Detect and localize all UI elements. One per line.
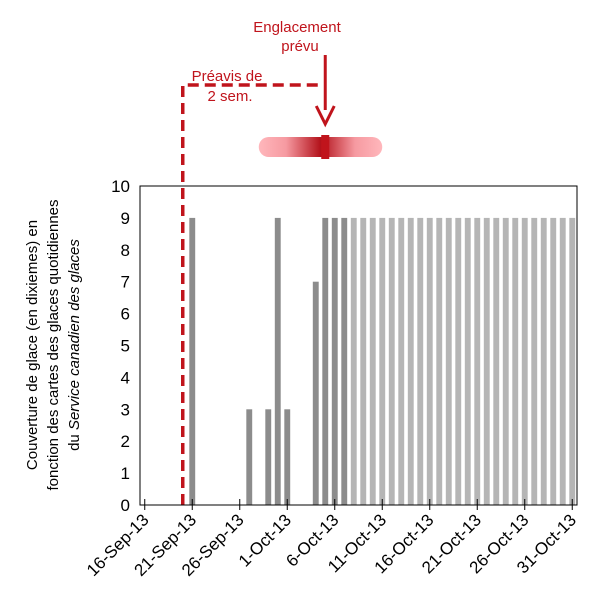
bar — [265, 409, 272, 505]
y-tick-label: 0 — [121, 496, 130, 515]
bar — [417, 217, 424, 505]
bar — [455, 217, 462, 505]
bar — [569, 217, 576, 505]
y-tick-label: 3 — [121, 400, 130, 419]
bar — [341, 217, 348, 505]
y-axis-label-line2: fonction des cartes des glaces quotidien… — [45, 199, 62, 490]
y-tick-label: 9 — [121, 209, 130, 228]
bar — [379, 217, 386, 505]
y-tick-label: 1 — [121, 464, 130, 483]
notice-line — [181, 83, 320, 505]
y-tick-label: 5 — [121, 337, 130, 356]
freeze-uncertainty-band — [258, 137, 383, 157]
annotations — [258, 55, 383, 159]
bars — [189, 217, 576, 505]
bar — [360, 217, 367, 505]
y-tick-label: 7 — [121, 273, 130, 292]
freeze-date-marker — [321, 135, 330, 159]
bar — [246, 409, 253, 505]
bar — [331, 217, 338, 505]
notice-label-line2: 2 sem. — [207, 88, 252, 105]
y-axis-label-line1: Couverture de glace (en dixiemes) en — [24, 220, 41, 470]
notice-dashed-line — [181, 83, 320, 505]
y-tick-label: 2 — [121, 432, 130, 451]
y-tick-label: 8 — [121, 241, 130, 260]
bar — [398, 217, 405, 505]
bar — [426, 217, 433, 505]
bar — [474, 217, 481, 505]
y-tick-label: 4 — [121, 368, 130, 387]
bar — [436, 217, 443, 505]
bar — [369, 217, 376, 505]
y-axis-label-line3-prefix: du — [66, 430, 83, 451]
bar — [312, 281, 319, 505]
y-axis-label-line3-italic: Service canadien des glaces — [66, 239, 83, 430]
bar — [407, 217, 414, 505]
bar — [483, 217, 490, 505]
bar — [284, 409, 291, 505]
bar — [445, 217, 452, 505]
bar — [521, 217, 528, 505]
bar — [189, 217, 196, 505]
y-tick-label: 10 — [111, 177, 130, 196]
bar — [531, 217, 538, 505]
bar — [512, 217, 519, 505]
bar — [550, 217, 557, 505]
bar — [502, 217, 509, 505]
plot-frame — [139, 185, 578, 506]
y-tick-label: 6 — [121, 305, 130, 324]
freeze-label-line1: Englacement — [253, 19, 341, 36]
y-axis-label-line3: du Service canadien des glaces — [66, 239, 83, 451]
bar — [322, 217, 329, 505]
bar — [464, 217, 471, 505]
bar — [493, 217, 500, 505]
bar — [274, 217, 281, 505]
notice-label-line1: Préavis de — [192, 68, 263, 85]
bar — [559, 217, 566, 505]
freeze-label-line2: prévu — [281, 38, 319, 55]
bar — [350, 217, 357, 505]
bar — [388, 217, 395, 505]
bar — [540, 217, 547, 505]
freeze-arrow — [314, 105, 336, 128]
